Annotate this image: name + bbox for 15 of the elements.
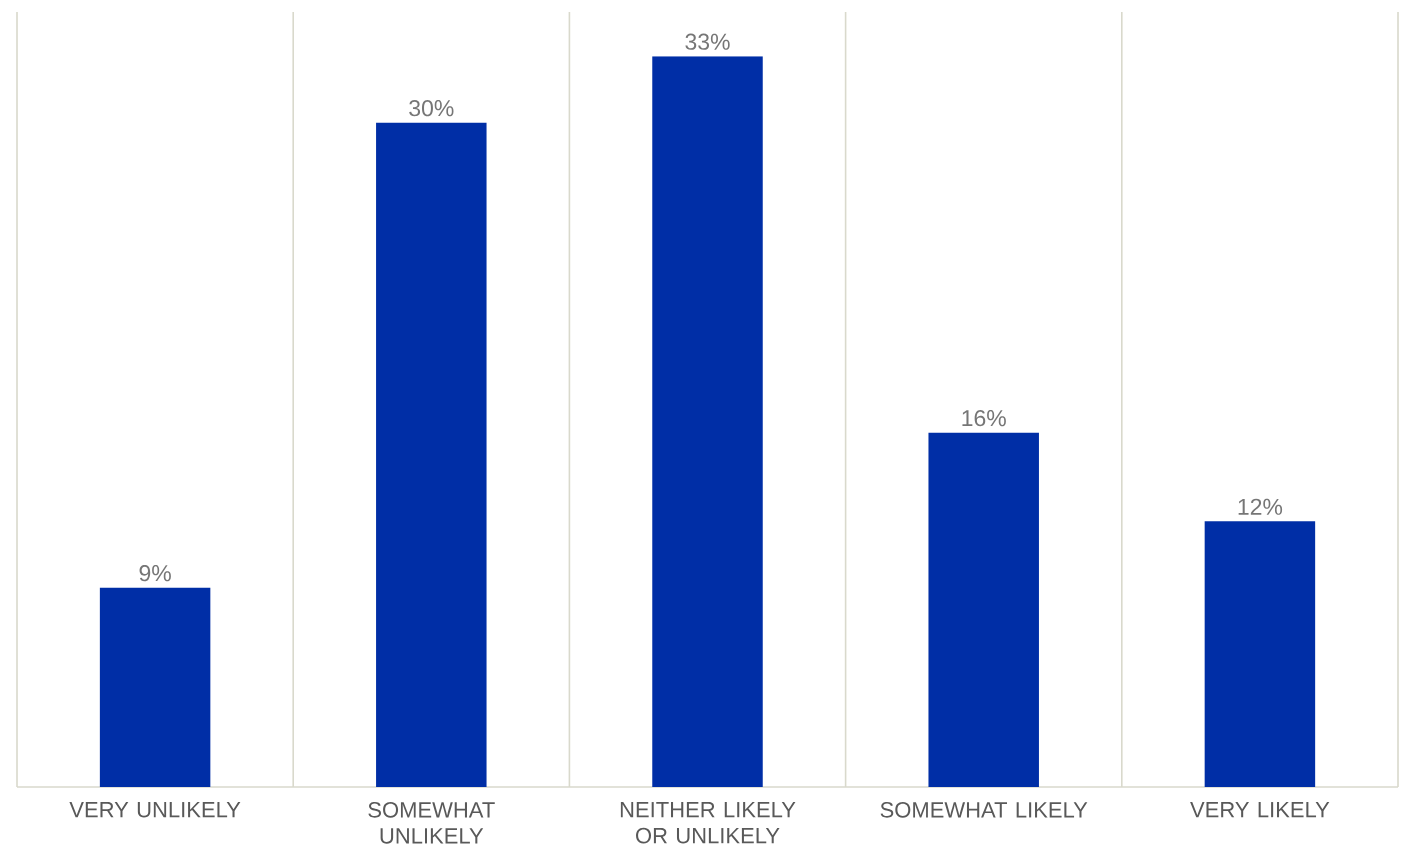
data-label: 33%: [685, 33, 730, 50]
bar: [376, 122, 487, 787]
x-tick-label: VERY LIKELY: [1190, 802, 1330, 818]
x-tick-label: NEITHER LIKELY OR UNLIKELY: [620, 802, 796, 844]
bar: [928, 432, 1039, 787]
data-label: 30%: [409, 100, 454, 117]
data-label: 9%: [139, 565, 171, 582]
data-label: 16%: [962, 410, 1006, 427]
x-tick-label: VERY UNLIKELY: [69, 802, 241, 818]
bar: [1204, 521, 1316, 787]
x-tick-label: SOMEWHAT UNLIKELY: [368, 802, 495, 844]
data-label: 12%: [1238, 498, 1283, 515]
bar: [652, 56, 763, 787]
bar: [99, 587, 211, 787]
x-tick-label: SOMEWHAT LIKELY: [880, 802, 1088, 818]
